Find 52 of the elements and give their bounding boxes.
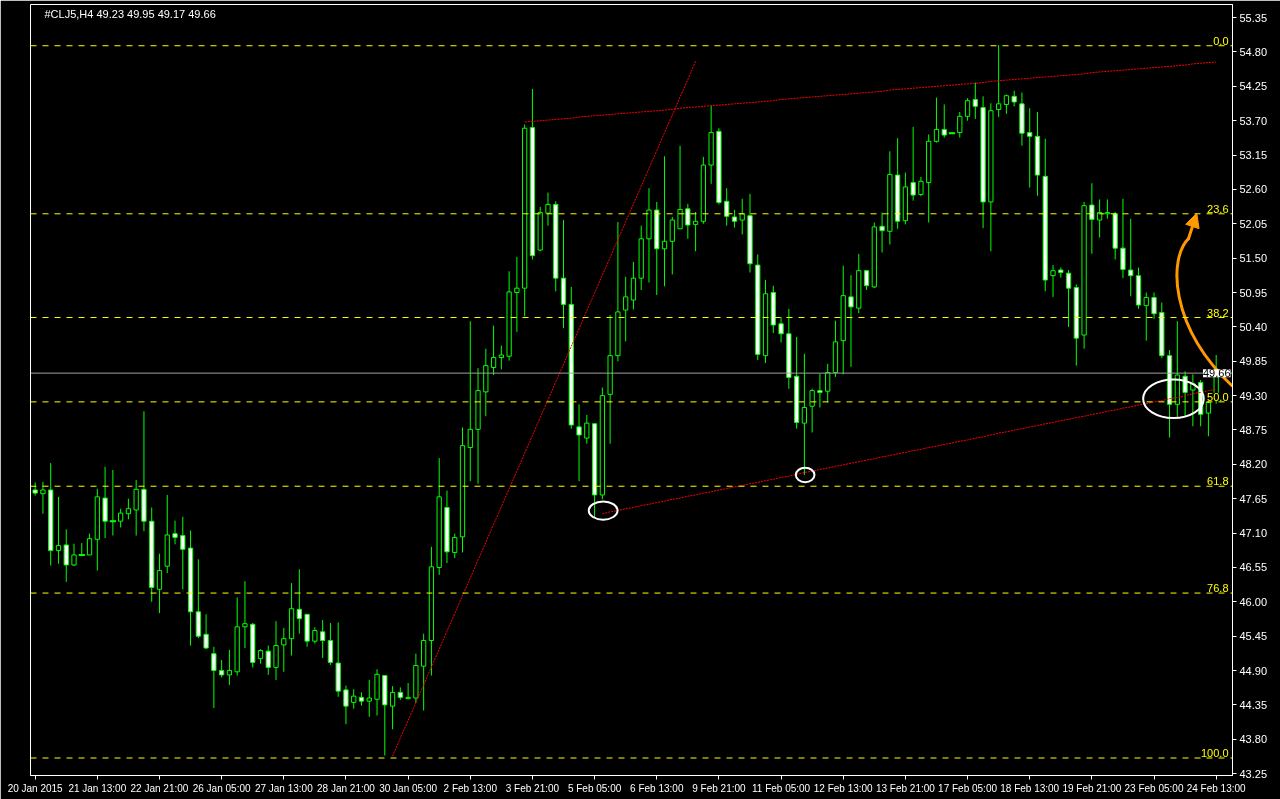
x-tick-label: 9 Feb 21:00	[692, 782, 747, 794]
y-tick-label: 53.15	[1239, 149, 1268, 162]
x-tick-label: 18 Feb 13:00	[1000, 782, 1060, 794]
y-tick-label: 44.35	[1239, 698, 1268, 711]
x-tick-label: 28 Jan 21:00	[317, 782, 376, 794]
annotation: 100.0	[1200, 747, 1229, 760]
x-tick-label: 5 Feb 05:00	[567, 782, 622, 794]
y-tick-label: 52.05	[1239, 217, 1268, 230]
x-tick-label: 27 Jan 13:00	[254, 782, 314, 794]
chart-title: #CLJ5,H4 49.23 49.95 49.17 49.66	[44, 7, 216, 20]
x-tick-label: 11 Feb 05:00	[751, 782, 811, 794]
x-tick-label: 24 Feb 13:00	[1186, 782, 1247, 794]
x-tick-label: 30 Jan 05:00	[379, 782, 438, 794]
ref-line-label: 49.66	[1202, 367, 1231, 380]
y-tick-label: 48.20	[1239, 458, 1268, 471]
y-tick-label: 52.60	[1239, 183, 1268, 196]
y-tick-label: 44.90	[1239, 664, 1268, 677]
x-tick-label: 19 Feb 21:00	[1062, 782, 1122, 794]
y-tick-label: 46.55	[1239, 561, 1268, 574]
annotation: 38.2	[1207, 306, 1229, 319]
y-tick-label: 47.65	[1239, 492, 1268, 505]
y-tick-label: 49.30	[1239, 389, 1268, 402]
y-tick-label: 54.25	[1239, 80, 1268, 93]
x-tick-label: 13 Feb 21:00	[875, 782, 936, 794]
annotation: 50.0	[1207, 390, 1229, 403]
y-tick-label: 53.70	[1239, 114, 1268, 127]
x-tick-label: 21 Jan 13:00	[68, 782, 127, 794]
x-tick-label: 22 Jan 21:00	[130, 782, 189, 794]
y-tick-label: 48.75	[1239, 423, 1268, 436]
x-tick-label: 6 Feb 13:00	[630, 782, 684, 794]
y-tick-label: 51.50	[1239, 252, 1268, 265]
x-tick-label: 23 Feb 05:00	[1124, 782, 1184, 794]
annotation: 76.8	[1207, 582, 1229, 595]
y-tick-label: 55.35	[1239, 11, 1268, 24]
x-tick-label: 12 Feb 13:00	[813, 782, 874, 794]
y-tick-label: 47.10	[1239, 527, 1268, 540]
x-tick-label: 26 Jan 05:00	[192, 782, 251, 794]
y-tick-label: 43.25	[1239, 767, 1268, 780]
annotation: 0.0	[1213, 34, 1229, 47]
y-tick-label: 49.85	[1239, 355, 1268, 368]
x-tick-label: 3 Feb 21:00	[505, 782, 560, 794]
y-tick-label: 50.95	[1239, 286, 1268, 299]
y-tick-label: 43.80	[1239, 733, 1268, 746]
x-tick-label: 2 Feb 13:00	[443, 782, 498, 794]
x-tick-label: 20 Jan 2015	[7, 782, 64, 794]
y-tick-label: 46.00	[1239, 595, 1268, 608]
x-tick-label: 17 Feb 05:00	[938, 782, 998, 794]
annotation: 23.6	[1207, 202, 1229, 215]
y-tick-label: 54.80	[1239, 45, 1268, 58]
y-tick-label: 50.40	[1239, 320, 1268, 333]
y-tick-label: 45.45	[1239, 630, 1268, 643]
annotation: 61.8	[1207, 475, 1229, 488]
